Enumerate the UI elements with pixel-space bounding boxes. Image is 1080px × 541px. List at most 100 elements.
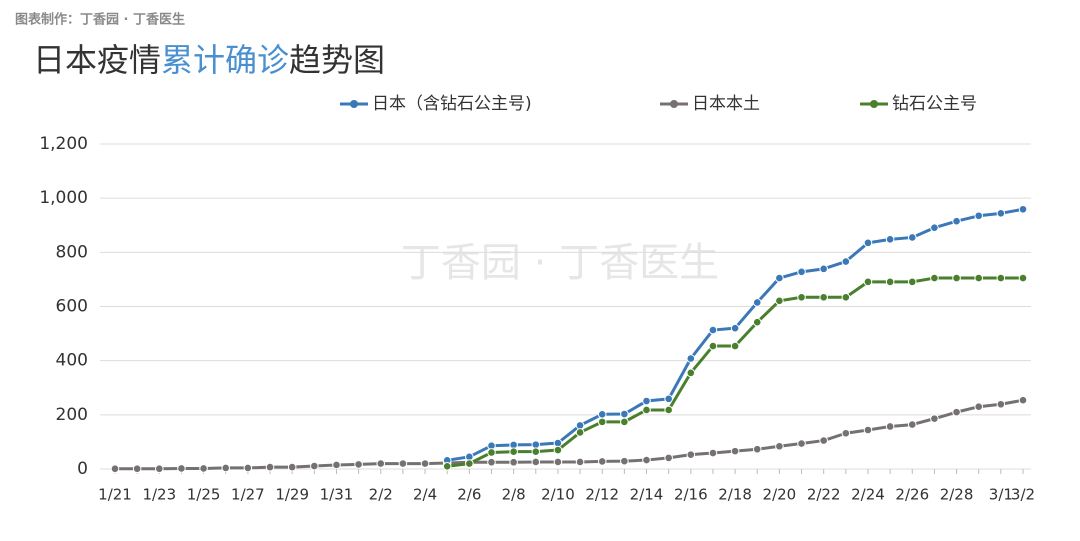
data-point [243, 463, 253, 473]
x-tick-label: 2/28 [940, 486, 974, 504]
data-point [974, 211, 984, 221]
data-point [907, 420, 917, 429]
data-point [398, 459, 408, 468]
data-point [686, 354, 696, 363]
data-point [310, 461, 319, 471]
data-point [686, 368, 696, 378]
x-tick-label: 1/21 [98, 486, 132, 504]
data-point [620, 456, 629, 466]
data-point [885, 277, 895, 287]
data-point [531, 447, 541, 456]
data-point [730, 341, 740, 351]
y-tick-label: 400 [56, 351, 88, 371]
x-tick-label: 2/10 [541, 486, 575, 504]
x-tick-label: 3/1 [989, 486, 1013, 504]
data-point [531, 440, 541, 449]
x-tick-label: 3/2 [1011, 486, 1035, 504]
data-point [177, 464, 186, 473]
y-tick-label: 0 [77, 459, 88, 479]
data-point [664, 394, 673, 404]
data-point [907, 277, 917, 287]
legend-marker [870, 100, 878, 108]
y-tick-label: 200 [56, 405, 88, 425]
legend-marker [350, 100, 358, 108]
data-point [819, 292, 828, 302]
x-tick-label: 2/26 [895, 486, 929, 504]
data-point [420, 459, 430, 468]
title-part: 累计确诊 [161, 41, 289, 79]
data-point [199, 464, 208, 473]
data-point [885, 422, 895, 431]
data-point [730, 446, 740, 456]
data-point [730, 323, 740, 333]
data-point [708, 341, 718, 351]
x-tick-label: 1/31 [320, 486, 354, 504]
x-tick-label: 1/29 [275, 486, 309, 504]
data-point [841, 292, 851, 302]
data-point [154, 464, 164, 474]
data-point [664, 453, 673, 463]
data-point [996, 399, 1006, 409]
x-tick-label: 2/2 [369, 486, 393, 504]
legend-marker [670, 100, 678, 108]
data-point [752, 317, 762, 327]
data-point [465, 459, 474, 468]
data-point [487, 457, 496, 467]
watermark: 丁香园 · 丁香医生 [401, 240, 719, 286]
data-point [597, 409, 607, 419]
x-tick-label: 2/22 [807, 486, 841, 504]
data-point [974, 402, 984, 412]
x-tick-label: 2/12 [585, 486, 619, 504]
data-point [642, 405, 651, 415]
data-point [797, 439, 806, 448]
data-point [132, 464, 142, 474]
data-point [952, 407, 961, 417]
data-point [620, 417, 629, 427]
data-point [930, 414, 939, 423]
credit: 图表制作：丁香园 · 丁香医生 [15, 12, 185, 28]
data-point [376, 459, 386, 468]
data-point [110, 464, 120, 474]
data-point [487, 448, 496, 457]
data-point [575, 457, 585, 467]
data-point [952, 273, 961, 283]
data-point [509, 447, 518, 456]
data-point [354, 460, 363, 469]
data-point [752, 444, 762, 454]
data-point [930, 223, 939, 232]
data-point [819, 436, 828, 445]
x-tick-label: 2/20 [763, 486, 797, 504]
data-point [664, 405, 673, 415]
data-point [974, 273, 984, 283]
data-point [996, 209, 1006, 218]
data-point [575, 421, 585, 430]
y-tick-label: 1,000 [39, 188, 88, 208]
data-point [553, 445, 563, 455]
data-point [952, 216, 961, 226]
data-point [332, 460, 341, 470]
data-point [863, 238, 873, 248]
data-point [575, 428, 585, 437]
data-point [287, 462, 297, 472]
data-point [597, 417, 607, 427]
x-tick-label: 2/8 [502, 486, 526, 504]
title-part: 趋势图 [289, 41, 385, 79]
data-point [265, 462, 275, 472]
data-point [642, 455, 651, 465]
legend-label: 钻石公主号 [892, 94, 977, 114]
x-tick-label: 1/25 [187, 486, 221, 504]
data-point [597, 457, 607, 466]
data-point [708, 325, 718, 335]
data-point [221, 463, 231, 473]
data-point [553, 438, 563, 448]
data-point [885, 235, 895, 244]
data-point [907, 233, 917, 242]
y-tick-label: 1,200 [39, 134, 88, 154]
data-point [775, 296, 784, 306]
data-point [797, 267, 806, 277]
x-tick-label: 2/24 [851, 486, 885, 504]
data-point [509, 457, 518, 467]
data-point [797, 292, 806, 302]
title-part: 日本疫情 [33, 41, 161, 79]
